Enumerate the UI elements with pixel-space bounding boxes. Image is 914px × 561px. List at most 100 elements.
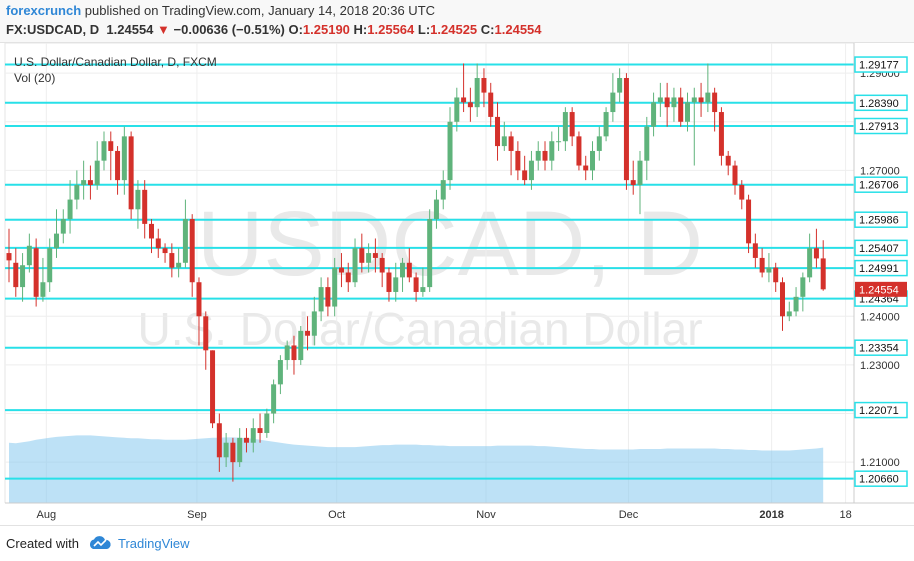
candle-body[interactable] bbox=[284, 345, 290, 361]
candle-body[interactable] bbox=[182, 219, 188, 263]
author-link[interactable]: forexcrunch bbox=[6, 3, 82, 18]
candle-body[interactable] bbox=[522, 170, 528, 181]
candle-body[interactable] bbox=[148, 223, 154, 239]
candle-body[interactable] bbox=[250, 428, 256, 443]
candle-body[interactable] bbox=[732, 165, 738, 185]
candle-body[interactable] bbox=[94, 160, 100, 185]
candle-body[interactable] bbox=[203, 316, 209, 351]
candle-body[interactable] bbox=[820, 258, 826, 290]
candle-body[interactable] bbox=[630, 180, 636, 185]
candle-body[interactable] bbox=[725, 155, 731, 166]
candle-body[interactable] bbox=[359, 248, 365, 263]
candle-body[interactable] bbox=[474, 78, 480, 108]
candle-body[interactable] bbox=[243, 437, 249, 443]
candle-body[interactable] bbox=[393, 277, 399, 292]
candle-body[interactable] bbox=[311, 311, 317, 336]
candle-body[interactable] bbox=[766, 267, 772, 273]
candle-body[interactable] bbox=[556, 141, 562, 143]
candle-body[interactable] bbox=[135, 189, 141, 210]
candle-body[interactable] bbox=[332, 267, 338, 307]
candle-body[interactable] bbox=[793, 296, 799, 312]
candle-body[interactable] bbox=[508, 136, 514, 151]
candle-body[interactable] bbox=[379, 257, 385, 273]
candle-body[interactable] bbox=[216, 423, 222, 458]
candle-body[interactable] bbox=[542, 150, 548, 161]
candle-body[interactable] bbox=[420, 287, 426, 292]
candle-body[interactable] bbox=[271, 384, 277, 414]
chart-area[interactable]: USDCAD, D U.S. Dollar/Canadian Dollar 1.… bbox=[0, 42, 914, 525]
candle-body[interactable] bbox=[454, 97, 460, 122]
candle-body[interactable] bbox=[800, 277, 806, 297]
candle-body[interactable] bbox=[33, 248, 39, 297]
candle-body[interactable] bbox=[664, 97, 670, 108]
candle-body[interactable] bbox=[196, 282, 202, 317]
candle-body[interactable] bbox=[535, 150, 541, 161]
candle-body[interactable] bbox=[718, 112, 724, 156]
candle-body[interactable] bbox=[528, 160, 534, 181]
candle-body[interactable] bbox=[87, 180, 93, 185]
candle-body[interactable] bbox=[576, 136, 582, 166]
candle-body[interactable] bbox=[746, 199, 752, 244]
candle-body[interactable] bbox=[413, 277, 419, 292]
candle-body[interactable] bbox=[162, 248, 168, 254]
candle-body[interactable] bbox=[562, 112, 568, 142]
candle-body[interactable] bbox=[338, 267, 344, 273]
candle-body[interactable] bbox=[291, 345, 297, 361]
candle-body[interactable] bbox=[142, 189, 148, 224]
candle-body[interactable] bbox=[20, 265, 26, 288]
candle-body[interactable] bbox=[345, 272, 351, 283]
candle-body[interactable] bbox=[712, 92, 718, 113]
candle-body[interactable] bbox=[759, 257, 765, 273]
candle-body[interactable] bbox=[277, 360, 283, 385]
candle-body[interactable] bbox=[786, 311, 792, 317]
candle-body[interactable] bbox=[807, 248, 813, 278]
candle-body[interactable] bbox=[583, 165, 589, 171]
candle-body[interactable] bbox=[773, 267, 779, 283]
candle-body[interactable] bbox=[318, 287, 324, 312]
candle-body[interactable] bbox=[623, 78, 629, 181]
candle-body[interactable] bbox=[366, 253, 372, 263]
candle-body[interactable] bbox=[189, 219, 195, 283]
candle-body[interactable] bbox=[813, 248, 819, 259]
candle-body[interactable] bbox=[74, 184, 80, 200]
candle-body[interactable] bbox=[26, 245, 32, 266]
candle-body[interactable] bbox=[671, 97, 677, 108]
candle-body[interactable] bbox=[569, 112, 575, 137]
candle-body[interactable] bbox=[617, 78, 623, 93]
candle-body[interactable] bbox=[603, 112, 609, 137]
candle-body[interactable] bbox=[47, 248, 53, 283]
candle-body[interactable] bbox=[610, 92, 616, 113]
candle-body[interactable] bbox=[67, 199, 73, 220]
candle-body[interactable] bbox=[230, 442, 236, 463]
candle-body[interactable] bbox=[739, 184, 745, 200]
candle-body[interactable] bbox=[223, 442, 229, 458]
tradingview-brand-link[interactable]: TradingView bbox=[118, 536, 190, 551]
candle-body[interactable] bbox=[115, 150, 121, 181]
candle-body[interactable] bbox=[698, 97, 704, 103]
candle-body[interactable] bbox=[644, 126, 650, 161]
candle-body[interactable] bbox=[400, 262, 406, 278]
candle-body[interactable] bbox=[461, 97, 467, 103]
candle-body[interactable] bbox=[128, 136, 134, 210]
candle-body[interactable] bbox=[176, 262, 182, 268]
candle-body[interactable] bbox=[155, 238, 161, 249]
candle-body[interactable] bbox=[427, 219, 433, 288]
candle-body[interactable] bbox=[481, 78, 487, 93]
candle-body[interactable] bbox=[406, 262, 412, 278]
candle-body[interactable] bbox=[488, 92, 494, 117]
candle-body[interactable] bbox=[237, 437, 243, 463]
candle-body[interactable] bbox=[13, 262, 19, 288]
candles[interactable] bbox=[6, 63, 826, 482]
candle-body[interactable] bbox=[40, 282, 46, 297]
candle-body[interactable] bbox=[467, 102, 473, 108]
candle-body[interactable] bbox=[60, 219, 66, 234]
candle-body[interactable] bbox=[651, 102, 657, 127]
candle-body[interactable] bbox=[108, 141, 114, 151]
candle-body[interactable] bbox=[257, 428, 263, 433]
candle-body[interactable] bbox=[352, 248, 358, 283]
candle-body[interactable] bbox=[705, 92, 711, 103]
candle-body[interactable] bbox=[779, 282, 785, 317]
candle-body[interactable] bbox=[590, 150, 596, 171]
candle-body[interactable] bbox=[298, 330, 304, 361]
candle-body[interactable] bbox=[6, 253, 12, 261]
